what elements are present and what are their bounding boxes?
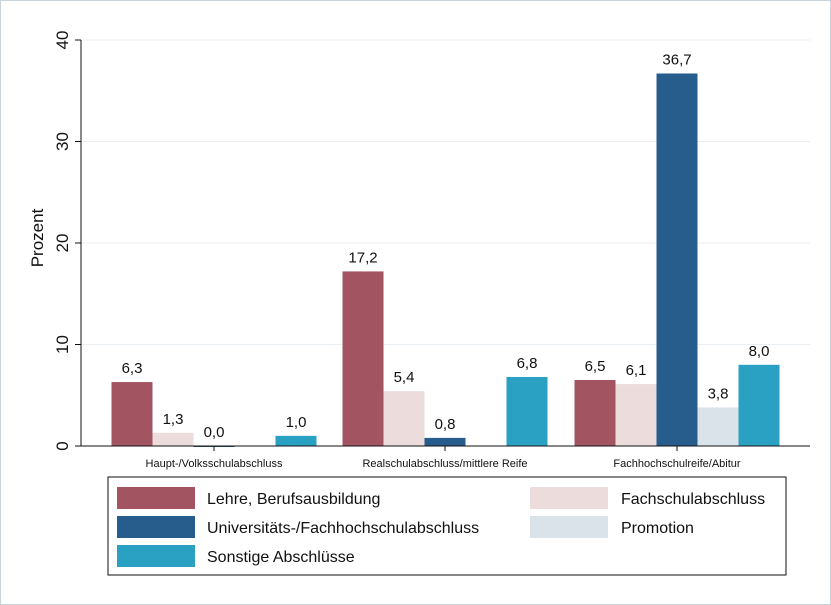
y-axis: 0 10 20 30 40	[53, 31, 82, 451]
legend-label: Universitäts-/Fachhochschulabschluss	[207, 520, 479, 537]
bar-value-label: 36,7	[662, 51, 691, 68]
bar-value-label: 17,2	[348, 249, 377, 266]
legend-swatch	[117, 545, 195, 567]
bar	[506, 376, 548, 446]
bar-value-label: 5,4	[394, 369, 415, 386]
y-tick-label: 0	[53, 441, 72, 450]
y-tick-label: 30	[53, 132, 72, 151]
legend-swatch	[117, 487, 195, 509]
legend-swatch	[530, 487, 608, 509]
bar	[615, 384, 657, 446]
bar-value-label: 8,0	[749, 343, 770, 360]
bar	[342, 271, 384, 446]
x-axis: Haupt-/Volksschulabschluss Realschulabsch…	[81, 445, 810, 470]
legend-label: Sonstige Abschlüsse	[207, 549, 355, 566]
bar-value-label: 6,8	[517, 355, 538, 372]
legend-label: Fachschulabschluss	[621, 491, 765, 508]
bar-value-label: 6,3	[122, 360, 143, 377]
bar-value-label: 1,0	[286, 414, 307, 431]
bar	[697, 407, 739, 446]
bar-value-label: 6,5	[585, 358, 606, 375]
gridlines	[81, 39, 810, 345]
legend-swatch	[530, 516, 608, 538]
bar	[738, 364, 780, 446]
category-label: Fachhochschulreife/Abitur	[613, 458, 741, 470]
bar	[383, 391, 425, 446]
legend-box	[107, 476, 787, 576]
bar	[574, 380, 616, 446]
legend-label: Promotion	[621, 520, 694, 537]
y-tick-label: 40	[53, 31, 72, 50]
category-label: Haupt-/Volksschulabschluss	[146, 458, 283, 470]
y-tick-label: 10	[53, 335, 72, 354]
bars	[111, 73, 780, 447]
bar	[275, 435, 317, 446]
legend: Lehre, Berufsausbildung Fachschulabschlus…	[107, 476, 787, 576]
category-label: Realschulabschluss/mittlere Reife	[362, 458, 527, 470]
y-axis-title: Prozent	[28, 208, 47, 267]
legend-swatch	[117, 516, 195, 538]
legend-label: Lehre, Berufsausbildung	[207, 491, 380, 508]
y-tick-label: 20	[53, 234, 72, 253]
bar	[656, 73, 698, 447]
bar-value-label: 0,0	[204, 424, 225, 441]
bar	[424, 437, 466, 446]
bar	[111, 382, 153, 446]
bar-value-label: 6,1	[626, 362, 647, 379]
bar-value-label: 0,8	[435, 416, 456, 433]
bar-value-label: 3,8	[708, 385, 729, 402]
bar-value-label: 1,3	[163, 411, 184, 428]
bar	[152, 432, 194, 446]
value-labels: 6,3 1,3 0,0 1,0 17,2 5,4 0,8 6,8 6,5 6,1 36,7 3,8 8,…	[122, 51, 770, 441]
